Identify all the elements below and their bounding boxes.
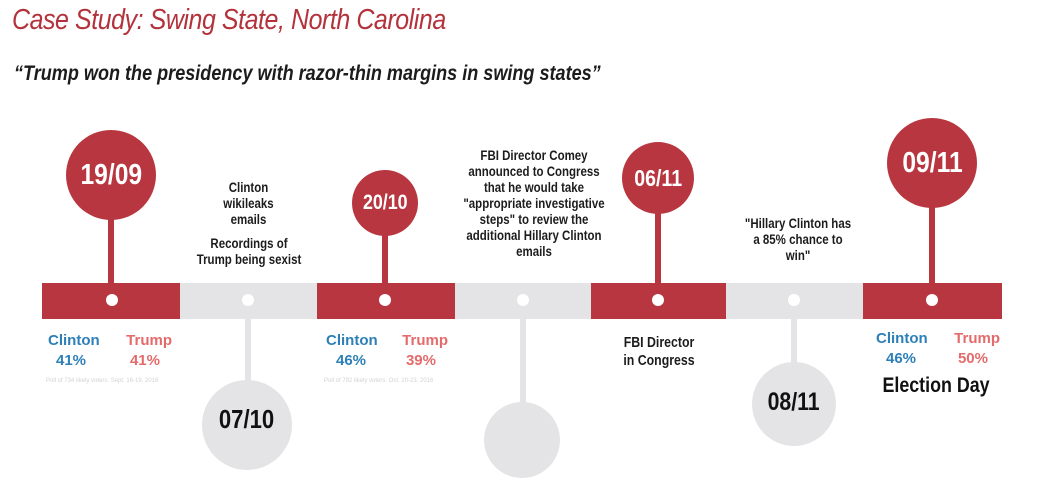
clinton-percent: 46% (886, 350, 917, 367)
trump-label: Trump (126, 332, 172, 349)
milestone-stem-1 (108, 200, 114, 284)
event-wikileaks: Clinton wikileaks emails (180, 180, 317, 228)
event-comey: FBI Director Comey announced to Congress… (444, 148, 604, 260)
milestone-stem-2 (245, 300, 251, 390)
milestone-stem-7 (929, 190, 935, 285)
trump-label: Trump (954, 330, 1000, 347)
page-subtitle: “Trump won the presidency with razor-thi… (14, 62, 601, 85)
date-circle-0710: 07/10 (202, 380, 292, 470)
event-text: "Hillary Clinton has a 85% chance to win… (744, 216, 852, 263)
date-circle-0611: 06/11 (622, 142, 694, 214)
date-label: 09/11 (901, 146, 963, 179)
event-text: FBI Director Comey announced to Congress… (463, 148, 605, 259)
milestone-dot-4 (517, 294, 529, 306)
milestone-stem-6 (791, 300, 797, 370)
poll-source-1: Poll of 734 likely voters. Sept. 16-19, … (46, 378, 159, 384)
poll-result-2: Clinton Trump 46% 39% (326, 331, 448, 371)
date-circle-0911: 09/11 (887, 118, 977, 208)
date-circle-2010: 20/10 (352, 170, 418, 236)
trump-percent: 41% (129, 352, 160, 369)
milestone-stem-3 (382, 225, 388, 285)
trump-percent: 39% (405, 352, 436, 369)
milestone-stem-5 (655, 210, 661, 285)
event-text: FBI Director in Congress (622, 335, 695, 369)
milestone-dot-2 (242, 294, 254, 306)
date-label: 20/10 (362, 191, 408, 214)
milestone-dot-3 (379, 294, 391, 306)
date-label: 19/09 (80, 158, 142, 191)
clinton-label: Clinton (48, 332, 100, 349)
poll-source-2: Poll of 792 likely voters. Oct. 20-23, 2… (324, 378, 434, 384)
event-text: Recordings of Trump being sexist (196, 236, 301, 267)
clinton-label: Clinton (876, 330, 928, 347)
event-text: Clinton wikileaks emails (223, 180, 274, 227)
date-label: 06/11 (634, 164, 682, 191)
date-circle-hidden (484, 402, 560, 478)
poll-result-3: Clinton Trump 46% 50% (876, 329, 1000, 369)
milestone-dot-6 (788, 294, 800, 306)
event-85-chance: "Hillary Clinton has a 85% chance to win… (733, 216, 858, 264)
clinton-label: Clinton (326, 332, 378, 349)
milestone-dot-1 (106, 294, 118, 306)
date-label: 07/10 (219, 404, 275, 434)
milestone-dot-7 (926, 294, 938, 306)
election-day-label: Election Day (882, 374, 990, 397)
trump-percent: 50% (957, 350, 988, 367)
clinton-percent: 41% (56, 352, 87, 369)
date-circle-0811: 08/11 (752, 362, 836, 446)
trump-label: Trump (402, 332, 448, 349)
page-title: Case Study: Swing State, North Carolina (12, 4, 446, 36)
clinton-percent: 46% (336, 352, 367, 369)
date-label: 08/11 (767, 388, 821, 416)
poll-result-1: Clinton Trump 41% 41% (48, 331, 172, 371)
date-circle-1909: 19/09 (66, 130, 156, 220)
milestone-stem-4 (520, 300, 526, 410)
event-recordings: Recordings of Trump being sexist (180, 236, 317, 268)
event-fbi-congress: FBI Director in Congress (596, 334, 721, 370)
milestone-dot-5 (652, 294, 664, 306)
